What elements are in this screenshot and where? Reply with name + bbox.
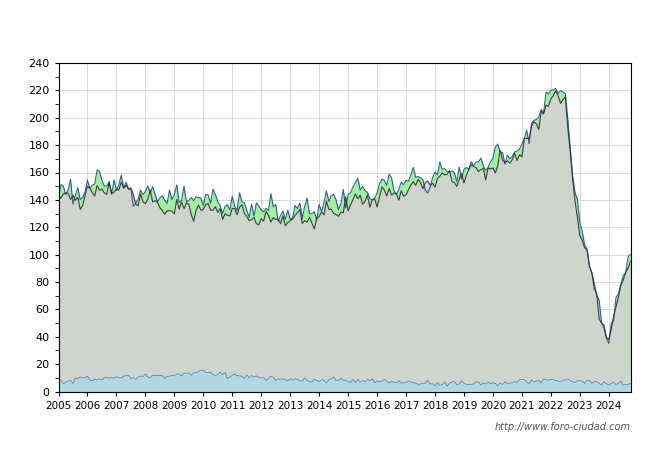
Text: Benagéber - Evolucion de la poblacion en edad de Trabajar Septiembre de 2024: Benagéber - Evolucion de la poblacion en… [26, 21, 624, 33]
Text: http://www.foro-ciudad.com: http://www.foro-ciudad.com [495, 422, 630, 432]
